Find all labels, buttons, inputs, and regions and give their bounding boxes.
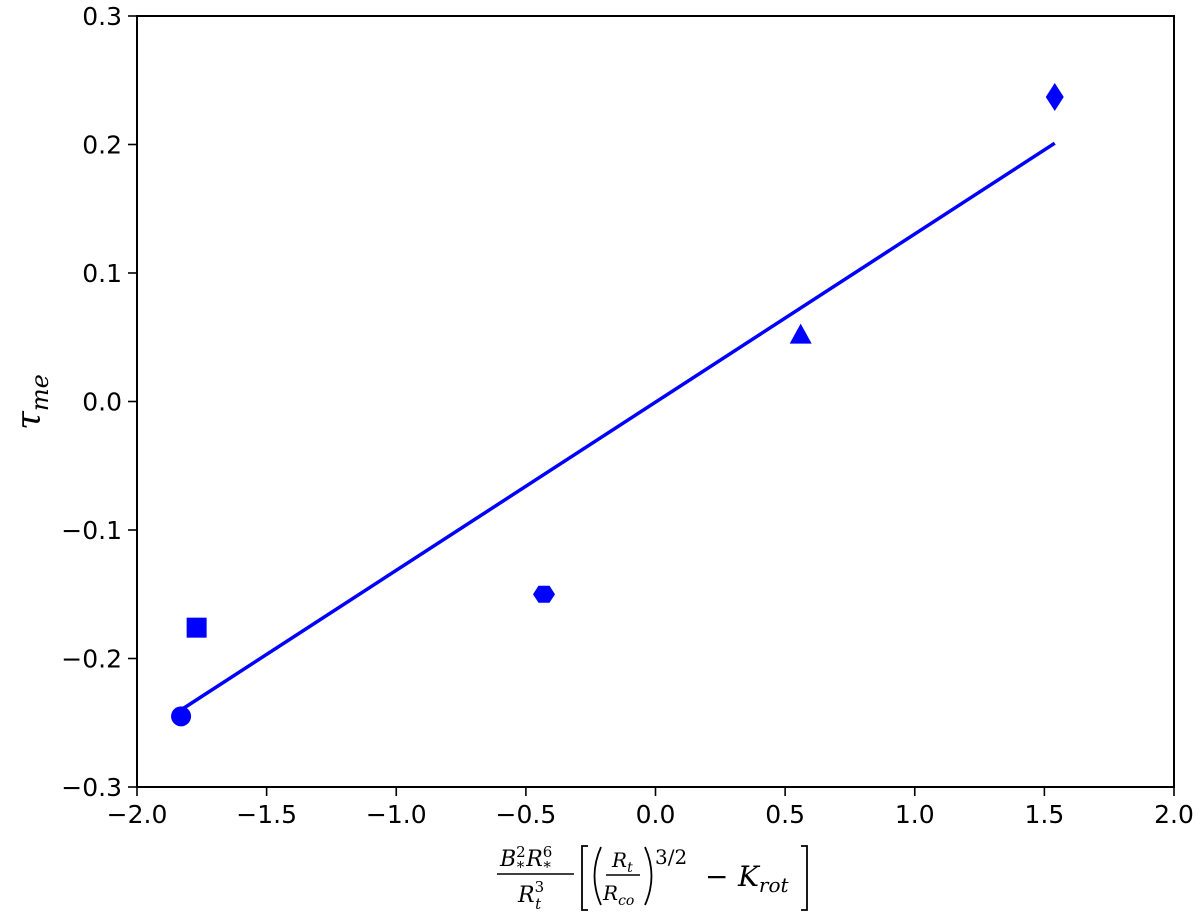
- x-label-inner-denominator: Rco: [602, 881, 634, 909]
- x-tick-label: 1.5: [1024, 800, 1064, 829]
- x-label-left-bracket: [581, 845, 588, 911]
- y-tick-label: −0.2: [61, 645, 122, 674]
- x-axis-label: B2 *R6 * R3 t Rt Rco 3/2 − Krot: [497, 843, 808, 913]
- x-tick-label: −2.0: [107, 800, 168, 829]
- x-tick-label: 0.0: [636, 800, 676, 829]
- y-axis-ticks: −0.3 −0.2 −0.1 0.0 0.1 0.2 0.3: [61, 2, 137, 802]
- y-tick-label: 0.3: [82, 2, 122, 31]
- y-tick-label: 0.1: [82, 259, 122, 288]
- x-label-right-paren: [644, 846, 653, 906]
- x-label-inner-numerator: Rt: [611, 848, 633, 876]
- x-label-exponent: 3/2: [655, 845, 687, 869]
- x-label-numerator: B2 *R6 *: [499, 843, 552, 876]
- data-point-triangle: [789, 323, 812, 344]
- y-tick-label: −0.3: [61, 773, 122, 802]
- x-label-right-bracket: [801, 845, 808, 911]
- y-axis-label-sub: me: [26, 374, 54, 411]
- x-tick-label: −1.5: [236, 800, 297, 829]
- x-tick-label: 1.0: [895, 800, 935, 829]
- x-label-left-paren: [593, 846, 602, 906]
- data-point-diamond: [1045, 82, 1064, 111]
- plot-layer: [171, 82, 1064, 727]
- fit-line: [180, 141, 1056, 712]
- data-point-square: [186, 617, 207, 638]
- x-label-minus: −: [705, 860, 728, 893]
- x-label-k-rot: Krot: [737, 860, 790, 897]
- y-axis-label-base: τ: [9, 410, 49, 430]
- x-label-denominator: R3 t: [517, 878, 544, 913]
- y-axis-label: τme: [9, 374, 54, 430]
- x-axis-ticks: −2.0 −1.5 −1.0 −0.5 0.0 0.5 1.0 1.5 2.0: [107, 787, 1194, 829]
- y-tick-label: 0.0: [82, 388, 122, 417]
- data-point-circle: [171, 706, 192, 727]
- x-tick-label: 2.0: [1154, 800, 1194, 829]
- y-tick-label: 0.2: [82, 131, 122, 160]
- data-point-hexagon: [533, 585, 555, 603]
- y-tick-label: −0.1: [61, 516, 122, 545]
- x-tick-label: 0.5: [765, 800, 805, 829]
- x-tick-label: −1.0: [366, 800, 427, 829]
- x-tick-label: −0.5: [496, 800, 557, 829]
